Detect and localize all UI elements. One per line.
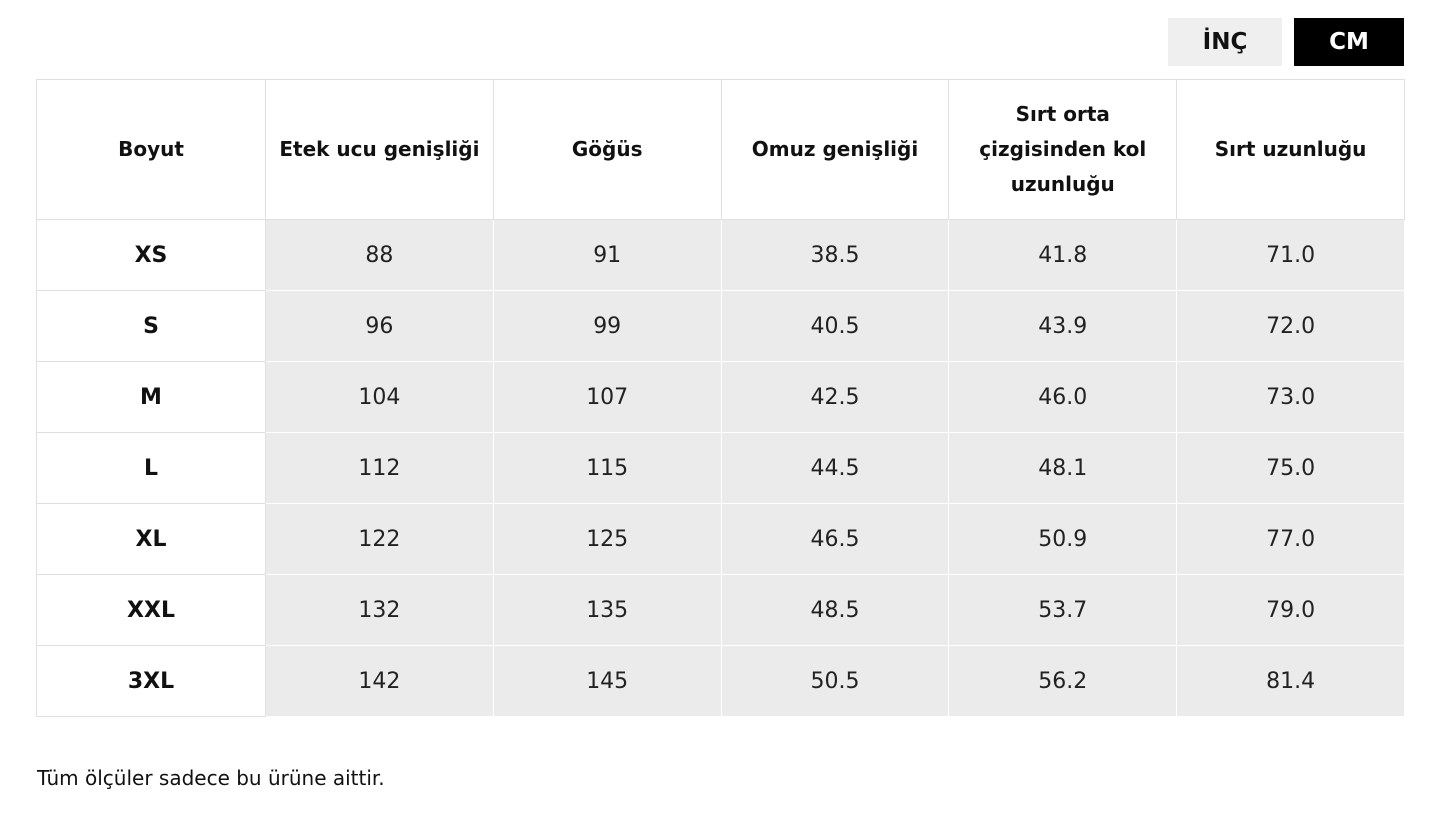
hem-width-value: 112: [265, 432, 494, 504]
table-row: XXL 132 135 48.5 53.7 79.0: [36, 574, 1405, 646]
sleeve-length-value: 50.9: [948, 503, 1178, 575]
hem-width-value: 88: [265, 219, 494, 291]
hem-width-value: 122: [265, 503, 494, 575]
size-label: L: [36, 432, 266, 504]
back-length-value: 71.0: [1176, 219, 1405, 291]
hem-width-value: 142: [265, 645, 494, 717]
hem-width-value: 96: [265, 290, 494, 362]
chest-value: 91: [492, 219, 722, 291]
sleeve-length-value: 56.2: [948, 645, 1178, 717]
back-length-value: 75.0: [1176, 432, 1405, 504]
header-shoulder-width: Omuz genişliği: [720, 79, 950, 220]
size-label: S: [36, 290, 266, 362]
table-row: S 96 99 40.5 43.9 72.0: [36, 290, 1405, 362]
hem-width-value: 132: [265, 574, 494, 646]
hem-width-value: 104: [265, 361, 494, 433]
footnote: Tüm ölçüler sadece bu ürüne aittir.: [37, 766, 385, 790]
back-length-value: 79.0: [1176, 574, 1405, 646]
size-chart-table: Boyut Etek ucu genişliği Göğüs Omuz geni…: [36, 79, 1405, 717]
table-row: 3XL 142 145 50.5 56.2 81.4: [36, 645, 1405, 717]
table-row: L 112 115 44.5 48.1 75.0: [36, 432, 1405, 504]
shoulder-width-value: 38.5: [720, 219, 950, 291]
size-label: 3XL: [36, 645, 266, 717]
shoulder-width-value: 46.5: [720, 503, 950, 575]
table-row: XS 88 91 38.5 41.8 71.0: [36, 219, 1405, 291]
cm-unit-button[interactable]: CM: [1294, 18, 1404, 66]
back-length-value: 77.0: [1176, 503, 1405, 575]
shoulder-width-value: 50.5: [720, 645, 950, 717]
header-sleeve-length: Sırt orta çizgisinden kol uzunluğu: [948, 79, 1178, 220]
table-header-row: Boyut Etek ucu genişliği Göğüs Omuz geni…: [36, 79, 1405, 220]
sleeve-length-value: 48.1: [948, 432, 1178, 504]
size-label: XXL: [36, 574, 266, 646]
header-chest: Göğüs: [492, 79, 722, 220]
back-length-value: 72.0: [1176, 290, 1405, 362]
chest-value: 107: [492, 361, 722, 433]
shoulder-width-value: 40.5: [720, 290, 950, 362]
table-row: XL 122 125 46.5 50.9 77.0: [36, 503, 1405, 575]
shoulder-width-value: 44.5: [720, 432, 950, 504]
header-back-length: Sırt uzunluğu: [1176, 79, 1405, 220]
sleeve-length-value: 41.8: [948, 219, 1178, 291]
back-length-value: 73.0: [1176, 361, 1405, 433]
size-label: XS: [36, 219, 266, 291]
size-label: XL: [36, 503, 266, 575]
chest-value: 135: [492, 574, 722, 646]
chest-value: 99: [492, 290, 722, 362]
unit-toggle: İNÇ CM: [1168, 18, 1404, 66]
table-row: M 104 107 42.5 46.0 73.0: [36, 361, 1405, 433]
size-label: M: [36, 361, 266, 433]
header-size: Boyut: [36, 79, 266, 220]
sleeve-length-value: 46.0: [948, 361, 1178, 433]
chest-value: 115: [492, 432, 722, 504]
sleeve-length-value: 53.7: [948, 574, 1178, 646]
chest-value: 125: [492, 503, 722, 575]
shoulder-width-value: 48.5: [720, 574, 950, 646]
back-length-value: 81.4: [1176, 645, 1405, 717]
sleeve-length-value: 43.9: [948, 290, 1178, 362]
header-hem-width: Etek ucu genişliği: [265, 79, 494, 220]
inch-unit-button[interactable]: İNÇ: [1168, 18, 1282, 66]
chest-value: 145: [492, 645, 722, 717]
shoulder-width-value: 42.5: [720, 361, 950, 433]
